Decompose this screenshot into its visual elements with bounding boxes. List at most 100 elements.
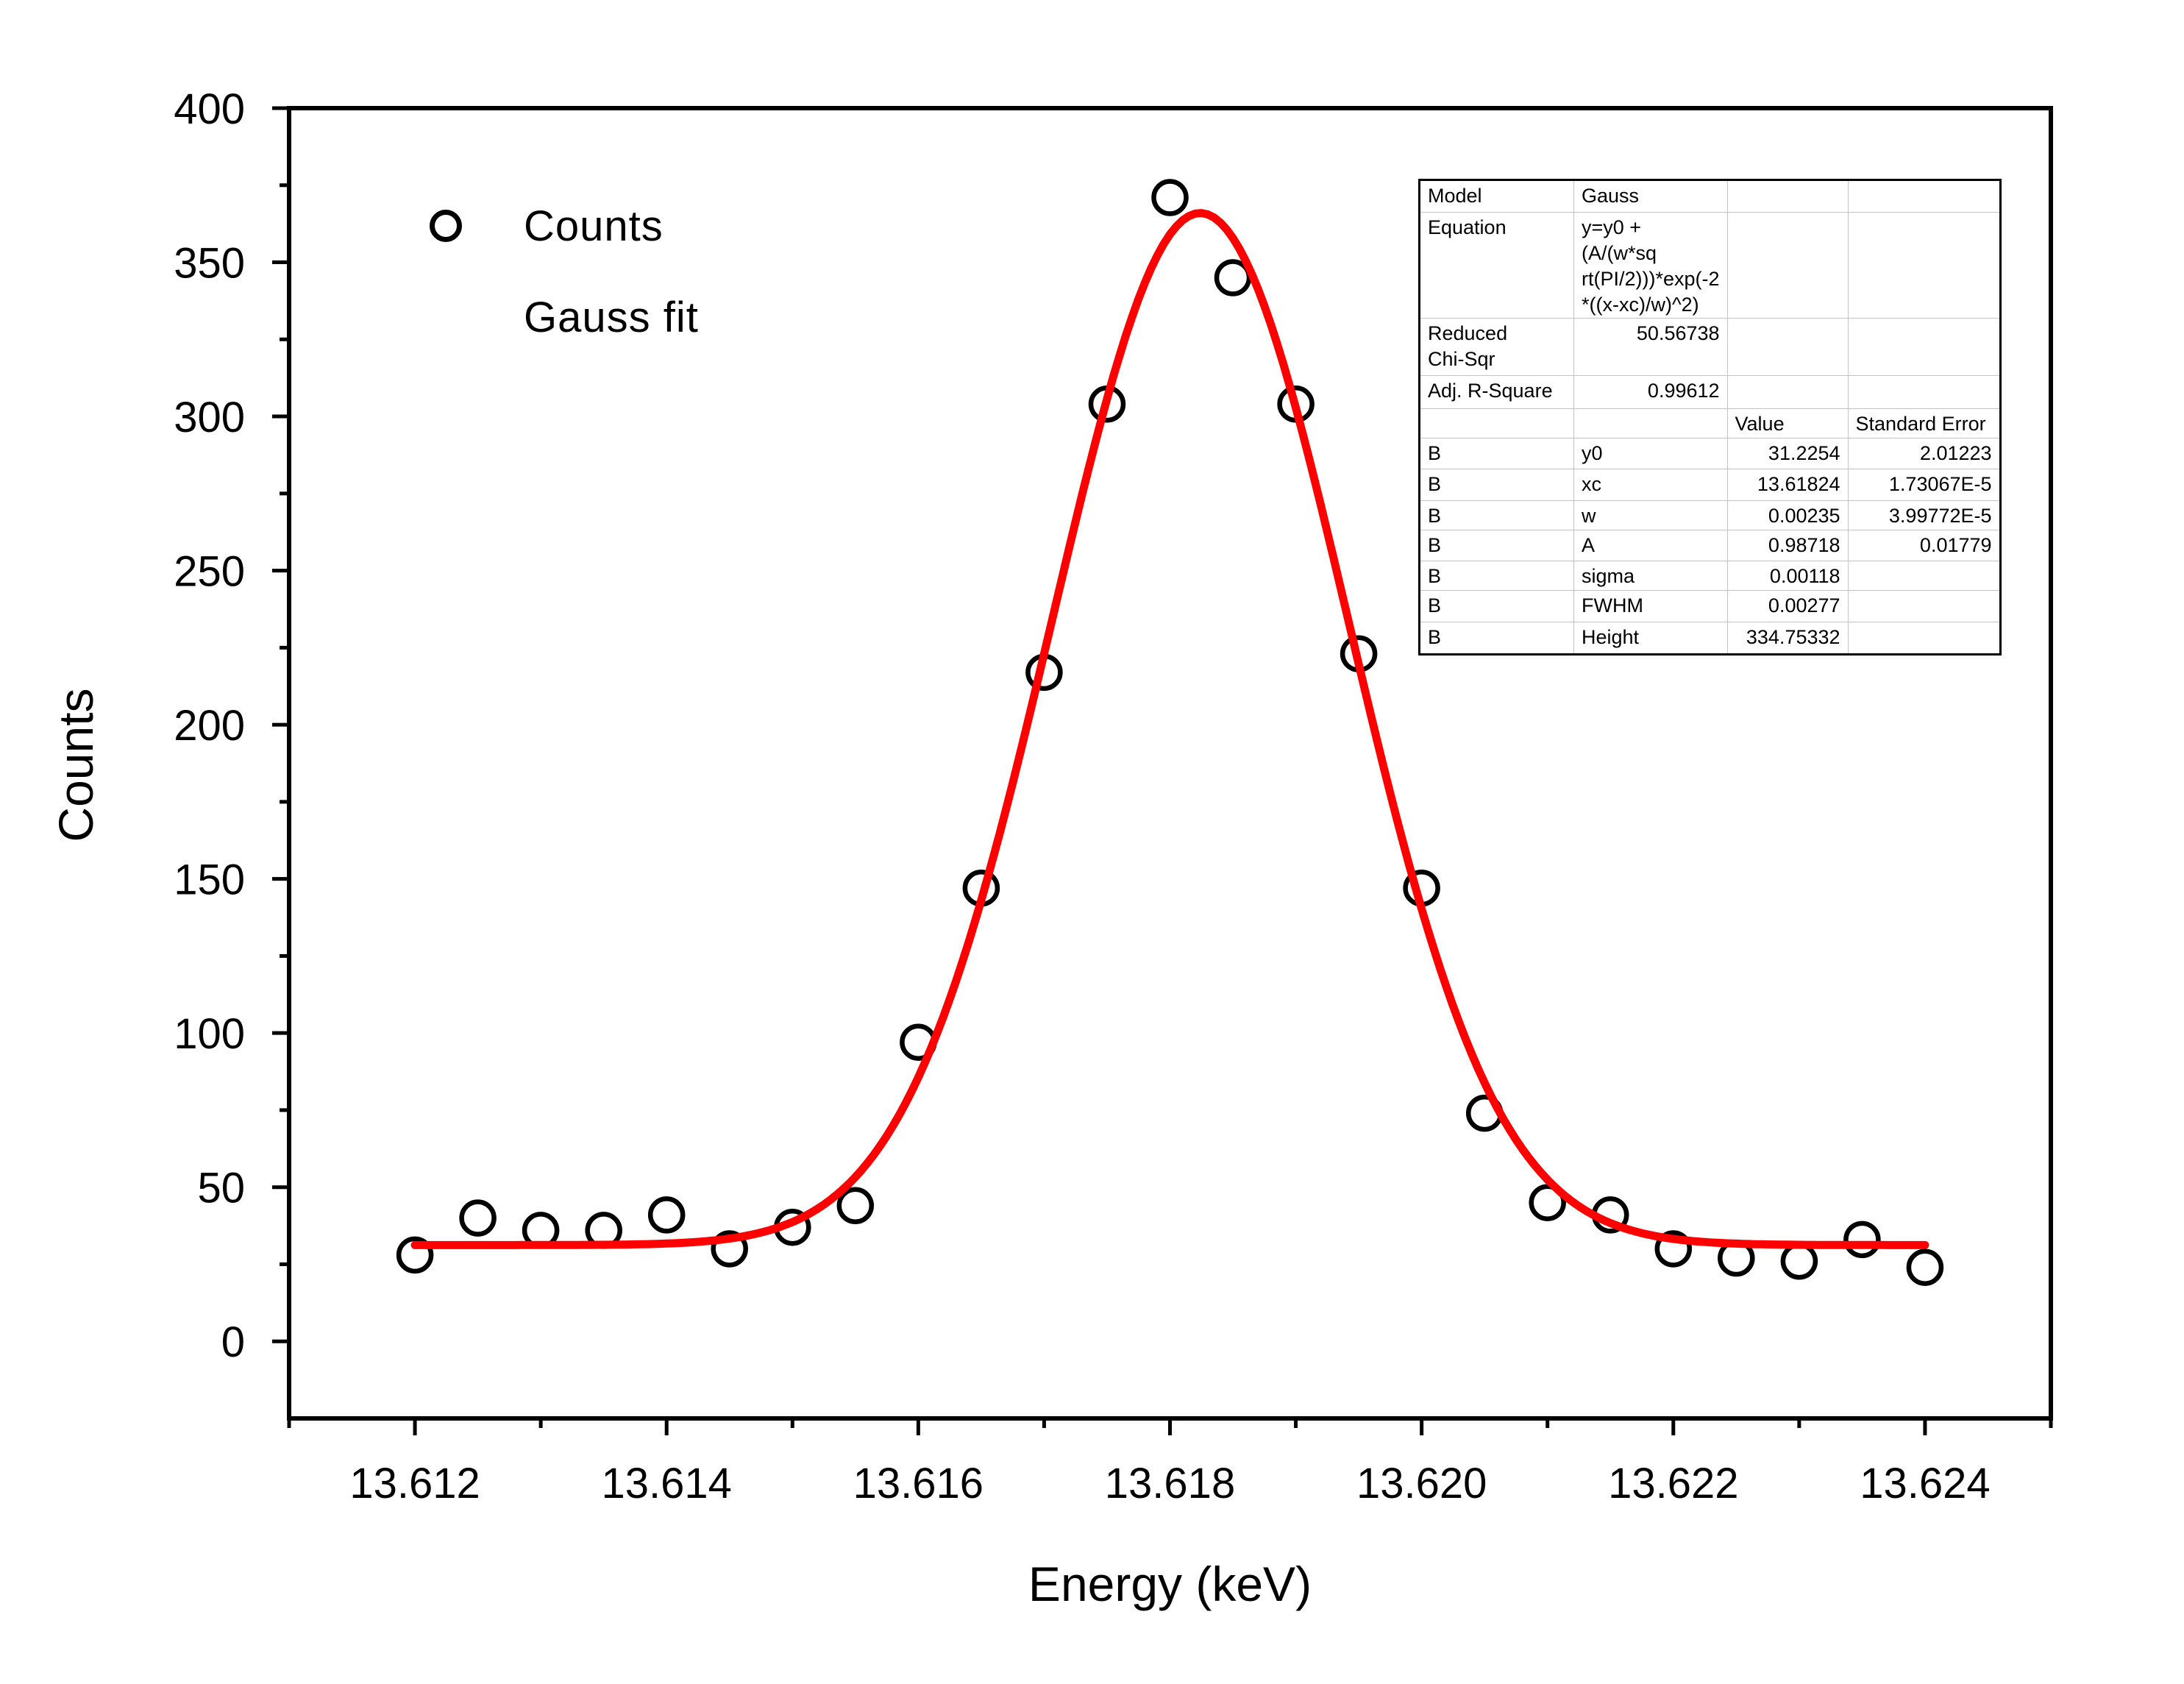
data-point [711,1230,748,1268]
table-cell: Model [1419,180,1574,213]
table-cell: Height [1573,622,1728,655]
table-cell: 50.56738 [1573,318,1728,376]
data-point [1529,1184,1566,1221]
table-cell: FWHM [1573,590,1728,622]
table-cell: 31.2254 [1726,438,1849,469]
data-point [836,1187,875,1225]
table-cell: 3.99772E-5 [1847,500,2001,530]
table-cell: B [1419,438,1574,469]
y-tick-label: 300 [174,394,245,441]
legend-label-counts: Counts [524,202,664,250]
table-cell: 1.73067E-5 [1847,469,2001,501]
data-point [1906,1248,1944,1286]
legend-label-gauss-fit: Gauss fit [524,293,699,341]
y-tick-label: 400 [174,85,245,133]
table-row: B A 0.98718 0.01779 [1419,530,2001,561]
table-cell: B [1419,561,1574,591]
table-cell: y=y0 + (A/(w*sq rt(PI/2)))*exp(-2 *((x-x… [1573,212,1728,319]
table-cell: B [1419,590,1574,622]
table-cell [1726,212,1849,319]
gauss-fit-curve [410,209,1929,1249]
table-row: Value Standard Error [1419,408,2001,438]
table-cell: Value [1726,408,1849,438]
table-row: B FWHM 0.00277 [1419,590,2001,622]
table-cell: 13.61824 [1726,469,1849,501]
data-point [459,1199,497,1237]
y-tick-label: 50 [197,1165,245,1212]
table-cell: A [1573,530,1728,561]
table-cell: 0.99612 [1573,375,1728,409]
data-point [1654,1230,1693,1268]
table-cell [1847,375,2001,409]
table-cell [1847,318,2001,376]
table-cell: w [1573,500,1728,530]
legend-item-gauss-fit: Gauss fit [368,271,699,363]
x-tick-label: 13.622 [1608,1460,1738,1507]
table-cell: Equation [1419,212,1574,319]
gauss-fit-line-icon [382,313,510,321]
table-row: Model Gauss [1419,180,2001,213]
x-tick-label: 13.620 [1356,1460,1487,1507]
table-cell: Reduced Chi-Sqr [1419,318,1574,376]
table-cell [1847,561,2001,591]
table-cell: 2.01223 [1847,438,2001,469]
y-tick-label: 100 [174,1010,245,1058]
table-row: B Height 334.75332 [1419,622,2001,655]
table-cell: B [1419,622,1574,655]
legend-item-counts: Counts [368,180,699,271]
data-point [1780,1243,1818,1280]
table-cell: xc [1573,469,1728,501]
y-tick-label: 0 [221,1318,245,1366]
table-row: Reduced Chi-Sqr 50.56738 [1419,318,2001,376]
table-row: Adj. R-Square 0.99612 [1419,375,2001,409]
table-cell: Standard Error [1847,408,2001,438]
legend-marker-box [368,313,524,321]
table-cell [1726,375,1849,409]
y-tick-label: 200 [174,702,245,750]
y-axis-title: Counts [49,688,103,842]
x-tick-label: 13.614 [602,1460,732,1507]
fit-results-table: Model Gauss Equation y=y0 + (A/(w*sq rt(PI/… [1418,179,2002,656]
table-cell [1847,622,2001,655]
x-tick-label: 13.616 [853,1460,983,1507]
y-tick-label: 250 [174,548,245,596]
legend-marker-box [368,210,524,242]
table-cell: 0.00277 [1726,590,1849,622]
table-cell: 0.00235 [1726,500,1849,530]
table-cell: B [1419,530,1574,561]
x-tick-label: 13.612 [349,1460,480,1507]
table-cell [1726,318,1849,376]
x-tick-label: 13.624 [1860,1460,1990,1507]
data-point [647,1196,686,1234]
table-cell [1419,408,1574,438]
x-axis-title: Energy (keV) [1028,1557,1312,1611]
table-cell [1573,408,1728,438]
table-cell: 0.01779 [1847,530,2001,561]
y-tick-label: 350 [174,240,245,288]
table-cell [1847,590,2001,622]
table-cell: 0.00118 [1726,561,1849,591]
data-point [1151,179,1189,216]
data-point [396,1236,434,1274]
x-tick-label: 13.618 [1105,1460,1235,1507]
table-cell: Gauss [1573,180,1728,213]
table-cell: B [1419,469,1574,501]
table-cell: y0 [1573,438,1728,469]
table-cell: Adj. R-Square [1419,375,1574,409]
data-point [1843,1221,1881,1259]
counts-marker-icon [430,210,462,242]
table-cell: 334.75332 [1726,622,1849,655]
table-cell: B [1419,500,1574,530]
table-cell: 0.98718 [1726,530,1849,561]
table-row: Equation y=y0 + (A/(w*sq rt(PI/2)))*exp(-… [1419,212,2001,319]
table-cell [1847,180,2001,213]
y-tick-label: 150 [174,856,245,904]
legend: Counts Gauss fit [368,180,699,363]
table-cell: sigma [1573,561,1728,591]
table-cell [1726,180,1849,213]
